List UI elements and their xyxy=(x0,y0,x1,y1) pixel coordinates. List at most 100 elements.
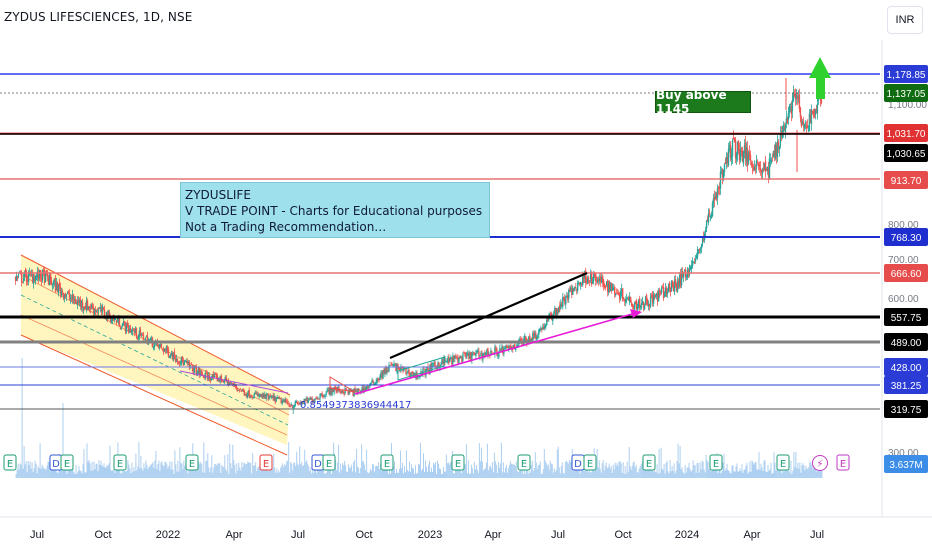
candle-body xyxy=(564,298,566,304)
volume-bar xyxy=(374,471,376,478)
candle-body xyxy=(263,393,265,397)
volume-bar xyxy=(339,472,341,478)
volume-bar xyxy=(261,464,263,478)
candle-body xyxy=(458,357,460,364)
volume-bar xyxy=(630,469,632,478)
candle-body xyxy=(280,397,282,404)
candle-body xyxy=(678,275,681,286)
volume-bar xyxy=(336,470,338,478)
candle-body xyxy=(320,393,322,395)
volume-bar xyxy=(592,466,594,478)
volume-bar xyxy=(119,463,121,478)
candle-body xyxy=(510,346,512,349)
volume-bar xyxy=(43,468,45,478)
volume-bar xyxy=(356,448,358,478)
candle-body xyxy=(94,309,97,312)
volume-bar xyxy=(810,462,812,478)
volume-bar xyxy=(445,471,446,478)
candle-body xyxy=(696,249,699,257)
candle-body xyxy=(309,398,311,400)
candle-body xyxy=(783,127,786,131)
candle-body xyxy=(816,104,819,114)
volume-bar xyxy=(475,465,477,478)
volume-bar xyxy=(88,460,90,478)
candle-body xyxy=(550,313,552,316)
volume-bar xyxy=(573,463,575,478)
volume-bar xyxy=(22,468,24,478)
volume-bar xyxy=(188,470,190,478)
volume-bar xyxy=(35,463,37,478)
volume-bar xyxy=(125,471,127,478)
candle-body xyxy=(98,308,101,309)
candle-body xyxy=(679,273,682,286)
volume-bar xyxy=(471,468,473,478)
candle-body xyxy=(337,386,339,391)
volume-bar xyxy=(272,468,274,478)
volume-bar xyxy=(821,464,823,478)
volume-bar xyxy=(784,464,786,478)
volume-bar xyxy=(801,465,803,478)
volume-bar xyxy=(708,469,710,478)
candle-body xyxy=(772,150,775,158)
candle-body xyxy=(319,394,321,399)
candle-body xyxy=(773,151,776,156)
candle-body xyxy=(321,393,323,396)
price-level-badge xyxy=(884,358,928,376)
candle-body xyxy=(244,393,246,395)
volume-bar xyxy=(465,444,467,478)
volume-bar xyxy=(597,467,599,478)
candle-body xyxy=(174,357,177,362)
volume-bar xyxy=(790,460,792,478)
volume-bar xyxy=(289,472,291,478)
volume-bar xyxy=(733,471,735,478)
volume-bar xyxy=(89,463,91,478)
volume-bar xyxy=(678,463,680,478)
candle-body xyxy=(673,280,676,292)
volume-bar xyxy=(49,465,51,478)
volume-bar xyxy=(567,463,569,478)
candle-body xyxy=(606,281,608,287)
volume-bar xyxy=(346,471,348,478)
volume-bar xyxy=(302,466,304,478)
price-level-value: 913.70 xyxy=(891,176,922,187)
candle-body xyxy=(149,339,152,340)
volume-bar xyxy=(309,471,311,478)
annotation-note[interactable]: ZYDUSLIFE V TRADE POINT - Charts for Edu… xyxy=(180,182,490,238)
candle-body xyxy=(505,345,507,349)
volume-bar xyxy=(479,461,481,478)
candle-body xyxy=(763,163,766,171)
volume-bar xyxy=(484,468,486,478)
volume-bar xyxy=(357,466,359,478)
volume-bar xyxy=(365,470,367,478)
volume-bar xyxy=(464,463,466,478)
volume-bar xyxy=(550,463,552,478)
volume-bar xyxy=(73,472,75,478)
volume-bar xyxy=(798,468,800,478)
currency-button[interactable]: INR xyxy=(887,6,923,34)
candle-body xyxy=(356,390,358,393)
buy-label[interactable]: Buy above 1145 xyxy=(655,88,751,116)
volume-bar xyxy=(174,450,176,478)
candle-body xyxy=(297,403,299,405)
volume-bar xyxy=(705,454,707,478)
price-level-value: 319.75 xyxy=(891,405,922,416)
volume-bar xyxy=(161,461,163,478)
volume-bar xyxy=(430,471,431,478)
volume-bar xyxy=(371,470,373,478)
volume-bar xyxy=(234,465,236,478)
candle-body xyxy=(291,405,293,408)
volume-bar xyxy=(452,472,454,478)
volume-bar xyxy=(399,468,400,478)
candle-body xyxy=(255,392,257,395)
volume-bar xyxy=(717,473,719,478)
candle-body xyxy=(469,352,471,358)
candle-body xyxy=(712,198,715,204)
volume-bar xyxy=(714,467,716,478)
volume-bar xyxy=(169,461,171,478)
volume-bar xyxy=(349,467,351,478)
volume-bar xyxy=(108,463,110,478)
volume-bar xyxy=(635,465,637,478)
volume-bar xyxy=(600,472,602,478)
candle-body xyxy=(486,349,488,353)
